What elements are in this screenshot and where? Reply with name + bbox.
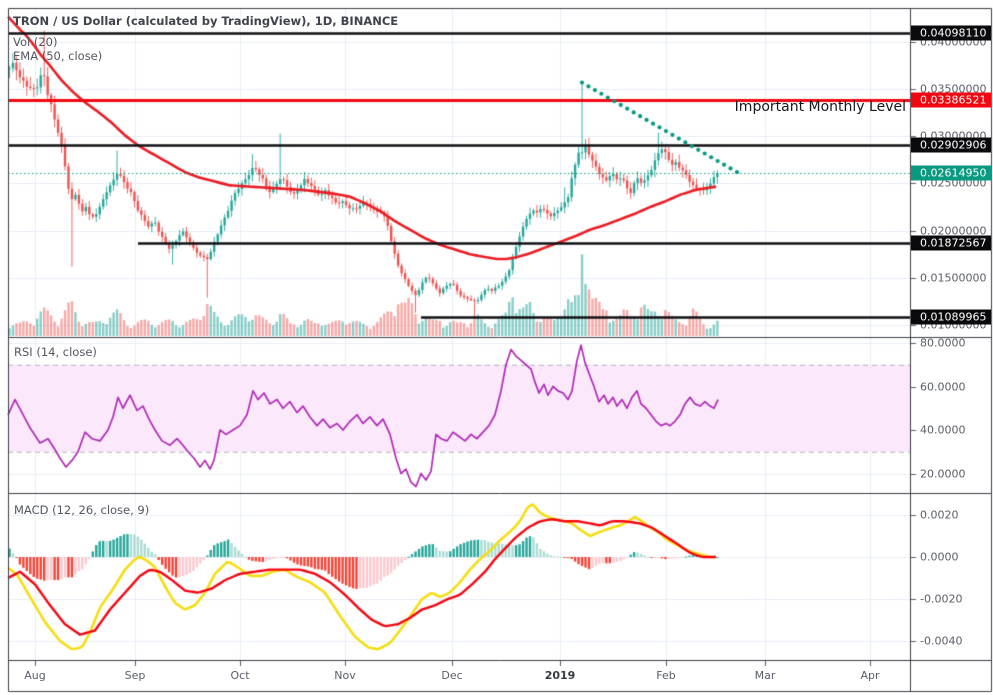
price-badge: 0.02902906: [911, 137, 991, 153]
time-axis-label: Aug: [24, 669, 46, 682]
price-badge: 0.01872567: [911, 235, 991, 251]
time-axis-label: Oct: [230, 669, 250, 682]
macd-tick-label: 0.0000: [920, 550, 959, 564]
time-axis-label: Mar: [754, 669, 776, 682]
time-axis[interactable]: Aug Sep Oct Nov Dec 2019 Feb Mar Apr: [8, 661, 991, 691]
price-axis[interactable]: 0.04000000 0.03500000 0.03000000 0.02500000…: [911, 8, 991, 661]
time-axis-label: Apr: [860, 669, 880, 682]
price-tick-label: 0.02500000: [920, 176, 987, 190]
level-annotation-text[interactable]: Important Monthly Level: [734, 99, 906, 115]
ema-legend: EMA (50, close): [13, 49, 103, 63]
chart-title: TRON / US Dollar (calculated by TradingV…: [13, 14, 399, 28]
macd-tick-label: -0.0020: [920, 592, 963, 606]
price-badge: 0.02614950: [911, 165, 991, 181]
rsi-tick-label: 60.0000: [920, 380, 966, 393]
rsi-label: RSI (14, close): [14, 345, 97, 359]
rsi-tick-label: 80.0000: [920, 336, 966, 350]
price-badge: 0.03386521: [911, 92, 991, 108]
time-axis-label: Sep: [124, 669, 146, 682]
rsi-tick-label: 20.0000: [920, 467, 966, 480]
price-tick-label: 0.02000000: [920, 224, 987, 238]
macd-tick-label: -0.0040: [920, 634, 963, 648]
price-badge: 0.01089965: [911, 309, 991, 324]
time-axis-label: Feb: [656, 669, 676, 682]
macd-label: MACD (12, 26, close, 9): [14, 503, 150, 517]
time-axis-label: Dec: [441, 669, 463, 682]
macd-tick-label: 0.0020: [920, 508, 959, 522]
rsi-tick-label: 40.0000: [920, 423, 966, 437]
time-axis-label: 2019: [544, 669, 576, 682]
volume-legend: Vol (20): [13, 35, 58, 49]
price-badge: 0.04098110: [911, 25, 991, 41]
time-axis-label: Nov: [334, 669, 356, 682]
price-tick-label: 0.01500000: [920, 271, 987, 285]
